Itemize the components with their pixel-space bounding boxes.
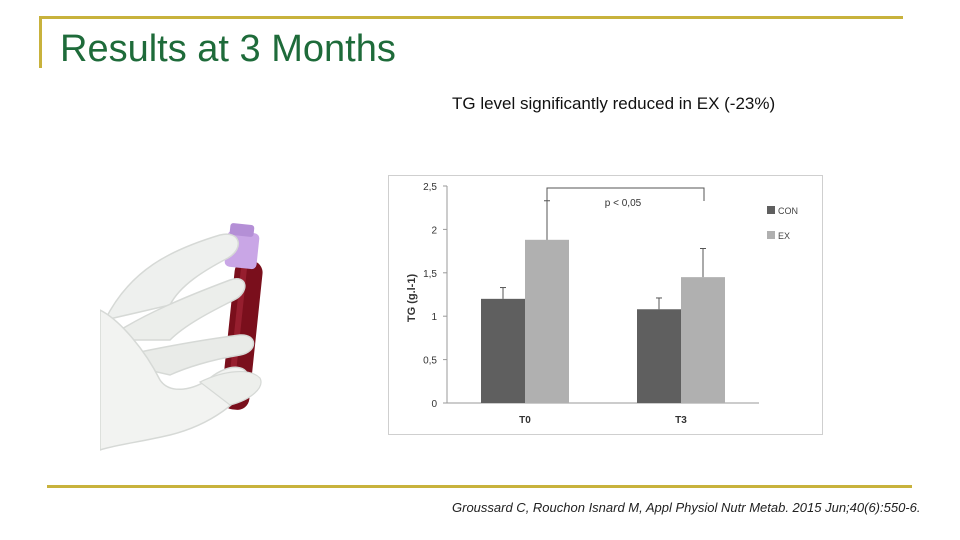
slide-subtitle: TG level significantly reduced in EX (-2… <box>452 94 776 113</box>
y-tick-label: 1 <box>431 312 437 323</box>
y-tick-label: 2,5 <box>423 182 437 193</box>
legend-swatch-con <box>767 206 775 214</box>
bar-con-t3 <box>637 309 681 403</box>
bar-ex-t0 <box>525 239 569 403</box>
y-tick-label: 0,5 <box>423 356 437 367</box>
top-accent-rule <box>39 16 903 19</box>
legend-label-ex: EX <box>778 231 790 241</box>
significance-annotation: p < 0,05 <box>605 198 642 209</box>
gloved-hand-blood-tube-image <box>100 223 263 451</box>
left-accent-rule <box>39 16 42 68</box>
y-tick-label: 0 <box>431 399 437 410</box>
chart-canvas: TG (g.l-1) 0 0,5 1 1,5 2 2,5 T0 T3 p < 0,05 CO… <box>406 182 798 426</box>
slide-title: Results at 3 Months <box>60 28 396 70</box>
tg-bar-chart: TG (g.l-1) 0 0,5 1 1,5 2 2,5 T0 T3 p < 0,05 CO… <box>388 175 823 435</box>
bar-ex-t3 <box>681 277 725 403</box>
y-axis-label: TG (g.l-1) <box>406 274 418 323</box>
x-tick-label: T3 <box>675 415 687 426</box>
y-tick-label: 1,5 <box>423 269 437 280</box>
citation: Groussard C, Rouchon Isnard M, Appl Phys… <box>452 500 921 515</box>
significance-bracket <box>546 187 705 201</box>
bottom-accent-rule <box>47 485 912 488</box>
legend-label-con: CON <box>778 206 798 216</box>
bar-con-t0 <box>481 298 525 403</box>
legend-swatch-ex <box>767 231 775 239</box>
x-tick-label: T0 <box>519 415 531 426</box>
y-tick-label: 2 <box>431 225 437 236</box>
